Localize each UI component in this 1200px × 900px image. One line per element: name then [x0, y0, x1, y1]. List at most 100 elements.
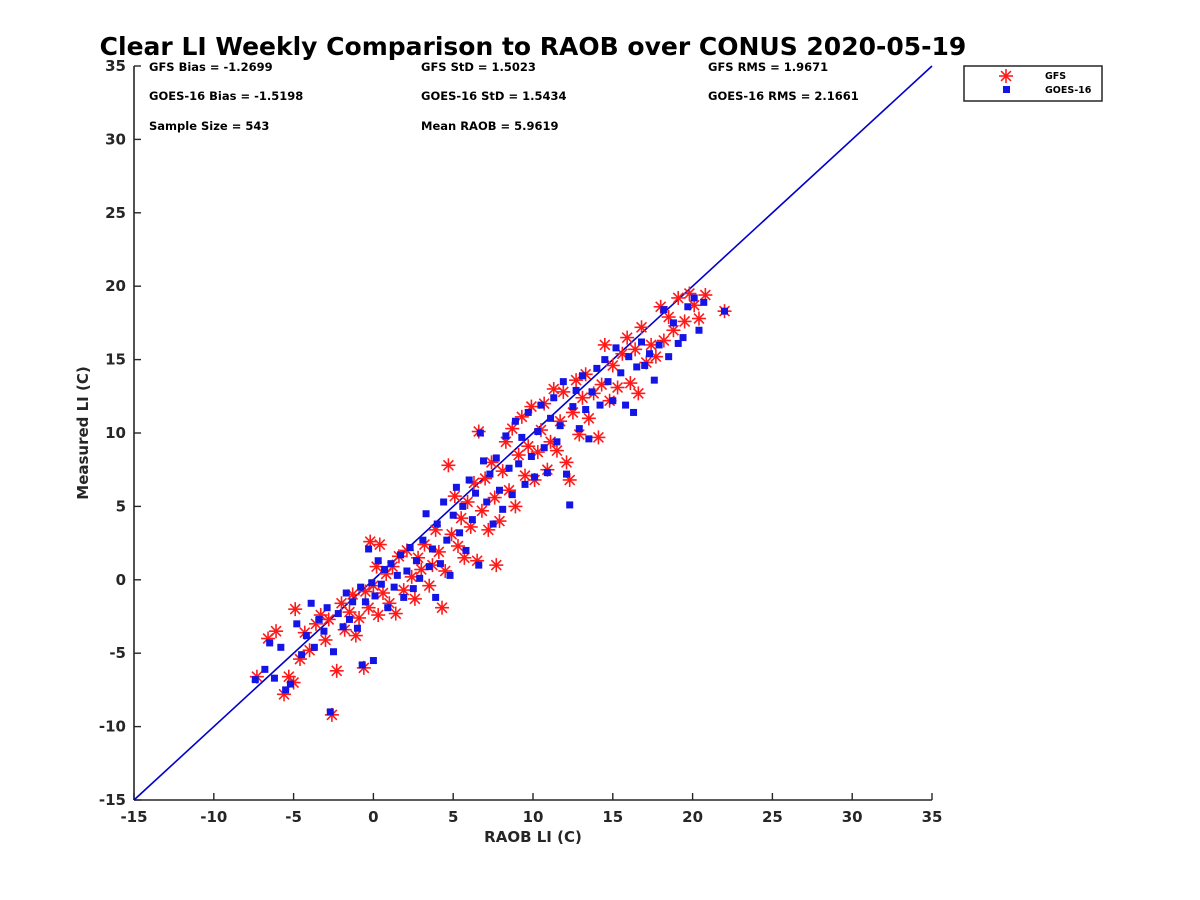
x-tick-label: 25 — [762, 808, 783, 826]
goes-16-point — [369, 657, 377, 665]
goes-16-point — [443, 536, 451, 544]
gfs-point — [620, 330, 635, 345]
gfs-point — [605, 358, 620, 373]
goes-16-point — [409, 585, 417, 593]
goes-16-point — [669, 319, 677, 327]
gfs-point — [546, 381, 561, 396]
gfs-point — [489, 558, 504, 573]
goes-16-point — [585, 435, 593, 443]
chart-title: Clear LI Weekly Comparison to RAOB over … — [100, 32, 967, 61]
goes-16-point — [502, 432, 510, 440]
goes-16-point — [521, 480, 529, 488]
goes-16-point — [468, 516, 476, 524]
goes-16-point — [515, 460, 523, 468]
goes-16-point — [537, 401, 545, 409]
x-tick-label: 20 — [682, 808, 703, 826]
gfs-point — [447, 489, 462, 504]
goes-16-point — [679, 334, 687, 342]
goes-16-point — [655, 341, 663, 349]
goes-16-point — [499, 505, 507, 513]
gfs-point — [623, 376, 638, 391]
y-tick-label: 20 — [105, 277, 126, 295]
goes-16-point — [251, 676, 259, 684]
goes-16-point — [721, 307, 729, 315]
goes-16-point — [357, 583, 365, 591]
goes-16-point — [459, 502, 467, 510]
goes-16-point — [472, 489, 480, 497]
goes-16-point — [452, 483, 460, 491]
goes-16-point — [476, 429, 484, 437]
x-tick-label: 35 — [922, 808, 943, 826]
stat-gfs-std: GFS StD = 1.5023 — [421, 60, 536, 74]
goes-16-point — [527, 452, 535, 460]
gfs-point — [352, 610, 367, 625]
goes-16-point — [293, 620, 301, 628]
goes-16-point — [630, 408, 638, 416]
goes-16-point — [261, 665, 269, 673]
goes-16-point — [298, 651, 306, 659]
y-tick-label: 25 — [105, 204, 126, 222]
goes-16-point — [690, 294, 698, 302]
goes-16-point — [531, 473, 539, 481]
goes-16-point — [511, 417, 519, 425]
goes-16-point — [310, 643, 318, 651]
series-goes-16 — [251, 294, 729, 716]
gfs-point — [634, 320, 649, 335]
goes-16-point — [390, 583, 398, 591]
goes-16-point — [361, 598, 369, 606]
goes-16-point — [403, 567, 411, 575]
goes-16-point — [387, 560, 395, 568]
gfs-point — [631, 386, 646, 401]
goes-16-point — [393, 571, 401, 579]
goes-16-point — [406, 544, 414, 552]
x-tick-label: -15 — [120, 808, 147, 826]
goes-16-point — [646, 350, 654, 358]
legend-gfs-marker — [999, 69, 1013, 83]
stat-goes-std: GOES-16 StD = 1.5434 — [421, 89, 566, 103]
y-axis-ticks: -15 -10 -5 0 5 10 15 20 25 30 35 — [99, 57, 141, 809]
gfs-point — [682, 286, 697, 301]
goes-16-point — [433, 520, 441, 528]
goes-16-point — [449, 511, 457, 519]
gfs-point — [487, 490, 502, 505]
goes-16-point — [508, 491, 516, 499]
goes-16-point — [440, 498, 448, 506]
goes-16-point — [465, 476, 473, 484]
y-tick-label: 10 — [105, 424, 126, 442]
gfs-point — [318, 632, 333, 647]
gfs-point — [559, 455, 574, 470]
y-axis-label: Measured LI (C) — [74, 366, 92, 499]
goes-16-point — [320, 627, 328, 635]
legend-goes-label: GOES-16 — [1045, 85, 1092, 96]
y-tick-label: 0 — [116, 571, 126, 589]
goes-16-point — [650, 376, 658, 384]
goes-16-point — [518, 433, 526, 441]
stat-gfs-bias: GFS Bias = -1.2699 — [149, 60, 273, 74]
x-tick-label: 10 — [523, 808, 544, 826]
goes-16-point — [604, 378, 612, 386]
goes-16-point — [277, 643, 285, 651]
y-tick-label: 15 — [105, 351, 126, 369]
goes-16-point — [432, 593, 440, 601]
gfs-point — [388, 606, 403, 621]
goes-16-point — [553, 438, 561, 446]
y-tick-label: -10 — [99, 718, 126, 736]
goes-16-point — [282, 686, 290, 694]
goes-16-point — [582, 406, 590, 414]
gfs-point — [450, 539, 465, 554]
goes-16-point — [339, 623, 347, 631]
plot-area: -15 -10 -5 0 5 10 15 20 25 30 35 -15 -10 -5 0 5 10 15 20 2… — [99, 57, 943, 826]
goes-16-point — [563, 470, 571, 478]
series-gfs — [249, 286, 732, 722]
gfs-point — [435, 600, 450, 615]
goes-16-point — [412, 557, 420, 565]
gfs-point — [334, 596, 349, 611]
gfs-point — [422, 578, 437, 593]
gfs-point — [441, 458, 456, 473]
gfs-point — [591, 430, 606, 445]
gfs-point — [556, 384, 571, 399]
goes-16-point — [323, 604, 331, 612]
goes-16-point — [550, 394, 558, 402]
goes-16-point — [609, 397, 617, 405]
goes-16-point — [569, 403, 577, 411]
